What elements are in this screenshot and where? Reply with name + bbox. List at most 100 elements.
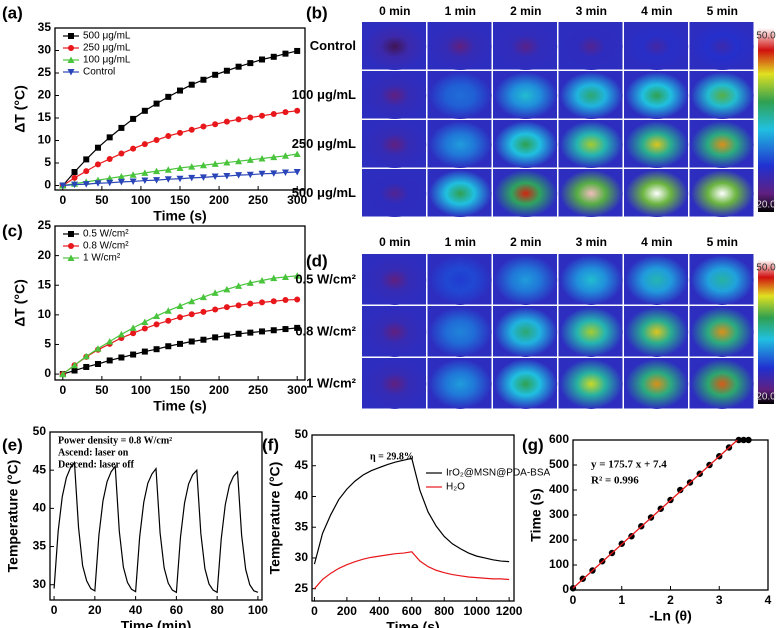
- column-header: 0 min: [379, 235, 410, 249]
- marker: [165, 93, 172, 100]
- marker: [246, 156, 254, 163]
- x-tick-label: 150: [170, 193, 190, 207]
- marker: [94, 161, 101, 168]
- y-axis-label: Temperature (°C): [5, 460, 21, 573]
- thermal-spot: [690, 71, 754, 120]
- marker: [164, 176, 172, 183]
- marker: [199, 174, 207, 181]
- colorbar: [758, 28, 774, 212]
- legend-label: 100 μg/mL: [83, 55, 131, 66]
- marker: [106, 338, 114, 345]
- marker: [106, 134, 113, 141]
- marker: [153, 137, 160, 144]
- marker: [141, 141, 148, 148]
- marker: [153, 346, 160, 353]
- x-tick-label: 1200: [496, 604, 523, 618]
- marker: [211, 289, 219, 296]
- x-tick-label: 100: [131, 383, 151, 397]
- marker: [270, 153, 278, 161]
- marker: [164, 166, 172, 173]
- marker: [141, 325, 148, 332]
- marker: [130, 145, 137, 152]
- thermal-spot: [559, 22, 623, 71]
- y-tick-label: 25: [295, 581, 309, 595]
- marker: [294, 47, 301, 54]
- marker: [212, 334, 219, 341]
- x-tick-label: 1000: [463, 604, 490, 618]
- y-tick-label: 600: [549, 432, 569, 446]
- x-tick-label: 4: [765, 593, 772, 607]
- marker: [246, 279, 254, 286]
- thermal-spot: [625, 307, 689, 357]
- column-header: 1 min: [445, 4, 476, 18]
- marker: [59, 182, 67, 189]
- marker: [106, 179, 114, 187]
- x-tick-label: 400: [369, 604, 389, 618]
- thermal-spot: [494, 359, 558, 409]
- thermal-spot: [363, 307, 427, 357]
- marker: [94, 144, 101, 151]
- marker: [188, 338, 195, 345]
- column-header: 2 min: [510, 235, 541, 249]
- thermal-spot: [494, 255, 558, 305]
- y-tick-label: 5: [44, 155, 51, 169]
- y-axis-label: ΔT (°C): [12, 279, 28, 327]
- marker: [281, 273, 289, 280]
- marker: [165, 317, 172, 324]
- x-tick-label: 250: [248, 193, 268, 207]
- x-tick-label: 200: [337, 604, 357, 618]
- y-tick-label: 200: [549, 532, 569, 546]
- thermal-spot: [363, 22, 427, 71]
- colorbar-max: 50.0: [756, 31, 776, 42]
- legend-label: 500 μg/mL: [83, 31, 131, 42]
- y-tick-label: 50: [295, 427, 309, 441]
- marker: [94, 180, 102, 187]
- marker: [165, 343, 172, 350]
- marker: [176, 164, 184, 171]
- marker: [235, 172, 243, 179]
- thermal-spot: [625, 169, 689, 218]
- marker: [235, 330, 242, 337]
- marker: [212, 306, 219, 313]
- marker: [141, 107, 148, 114]
- thermal-spot: [428, 359, 492, 409]
- row-label: 250 μg/mL: [292, 136, 356, 151]
- marker: [199, 293, 207, 301]
- thermal-spot: [690, 255, 754, 305]
- thermal-spot: [559, 120, 623, 169]
- legend-label: 0.8 W/cm²: [83, 241, 129, 252]
- marker: [153, 167, 161, 175]
- marker: [71, 361, 79, 369]
- thermal-spot: [428, 120, 492, 169]
- y-tick-label: 500: [549, 457, 569, 471]
- marker: [282, 109, 289, 116]
- marker: [141, 318, 149, 325]
- legend-label: Control: [83, 67, 115, 78]
- series-line: [313, 457, 510, 565]
- y-tick-label: 30: [295, 550, 309, 564]
- marker: [153, 321, 160, 328]
- colorbar: [758, 260, 774, 404]
- marker: [153, 312, 161, 320]
- marker: [83, 363, 90, 370]
- marker: [129, 178, 137, 185]
- marker: [68, 45, 74, 51]
- marker: [212, 121, 219, 128]
- marker: [223, 159, 231, 166]
- x-tick-label: 0: [570, 593, 577, 607]
- x-tick-label: 300: [287, 193, 307, 207]
- marker: [235, 116, 242, 123]
- marker: [59, 370, 67, 378]
- y-tick-label: 20: [38, 88, 52, 102]
- marker: [247, 300, 254, 307]
- marker: [282, 50, 289, 57]
- marker: [118, 354, 125, 361]
- row-label: 1 W/cm²: [306, 375, 357, 390]
- legend-label: 0.5 W/cm²: [83, 229, 129, 240]
- column-header: 5 min: [707, 235, 738, 249]
- y-tick-label: 0: [562, 582, 569, 596]
- marker: [282, 326, 289, 333]
- thermal-spot: [363, 120, 427, 169]
- y-tick-label: 20: [38, 248, 52, 262]
- marker: [130, 115, 137, 122]
